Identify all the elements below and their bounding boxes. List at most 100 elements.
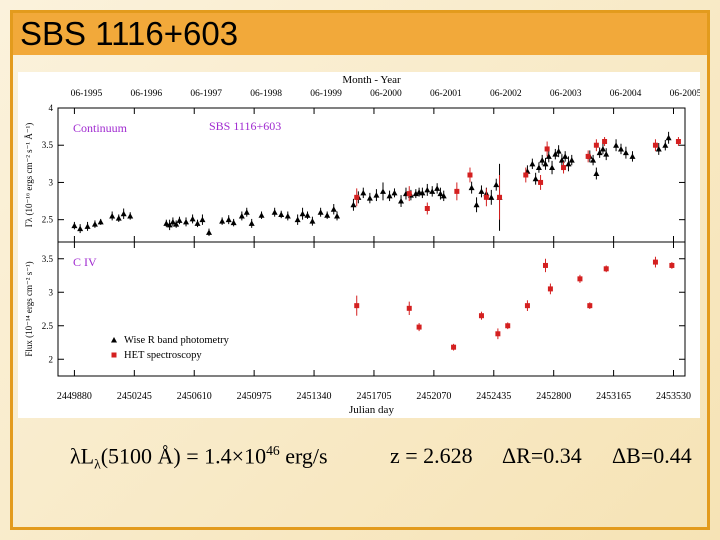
- data-point-photometry: [488, 194, 495, 200]
- data-point-spectroscopy: [505, 323, 511, 329]
- redshift-label: z = 2.628: [390, 443, 473, 468]
- data-point-photometry: [613, 142, 620, 148]
- legend-marker-photometry: [111, 337, 117, 343]
- y-axis-label: Flux (10⁻¹⁴ ergs cm⁻² s⁻¹): [24, 261, 34, 356]
- data-point-photometry: [593, 170, 600, 177]
- data-point-photometry: [665, 134, 672, 141]
- data-point-spectroscopy: [497, 194, 503, 200]
- data-point-photometry: [562, 153, 569, 159]
- data-point-photometry: [529, 160, 536, 167]
- top-axis-tick-label: 06-1999: [310, 89, 342, 99]
- top-axis-tick-label: 06-2003: [550, 89, 582, 99]
- data-point-photometry: [429, 188, 436, 194]
- data-point-spectroscopy: [424, 206, 430, 211]
- data-point-photometry: [278, 211, 285, 217]
- data-point-photometry: [493, 181, 500, 188]
- panel-frame: [57, 241, 686, 377]
- data-point-photometry: [350, 201, 357, 208]
- y-tick-label: 3: [49, 287, 54, 297]
- data-point-photometry: [617, 145, 624, 152]
- slide-title: SBS 1116+603: [20, 15, 239, 52]
- data-point-photometry: [549, 164, 556, 171]
- top-axis-title: Month - Year: [342, 74, 401, 86]
- lum-subscript: λ: [94, 456, 101, 472]
- data-point-photometry: [166, 221, 173, 228]
- data-point-photometry: [238, 212, 245, 219]
- data-point-spectroscopy: [669, 262, 675, 268]
- data-point-photometry: [219, 218, 226, 224]
- top-axis-tick-label: 06-2002: [490, 89, 522, 99]
- data-point-spectroscopy: [675, 139, 681, 144]
- data-point-spectroscopy: [451, 344, 457, 350]
- data-point-photometry: [317, 209, 324, 215]
- panel-frame: [57, 107, 686, 243]
- data-point-spectroscopy: [652, 142, 658, 148]
- data-point-photometry: [271, 209, 278, 215]
- data-point-photometry: [373, 192, 380, 198]
- x-tick-label: 2453530: [656, 391, 691, 402]
- data-point-spectroscopy: [585, 153, 591, 159]
- data-point-photometry: [199, 216, 206, 223]
- data-point-photometry: [230, 219, 237, 226]
- data-point-spectroscopy: [587, 303, 593, 309]
- chart-svg: 2.5 3 3.5 4 Γλ (10⁻¹⁶ ergs cm⁻² s⁻¹ Å⁻¹) Cont…: [24, 74, 702, 416]
- data-point-photometry: [330, 206, 337, 212]
- data-point-spectroscopy: [354, 303, 360, 309]
- data-point-photometry: [590, 157, 597, 163]
- data-point-spectroscopy: [603, 266, 609, 272]
- top-axis-tick-label: 06-1997: [190, 89, 222, 99]
- data-point-photometry: [189, 215, 196, 222]
- data-point-photometry: [115, 215, 122, 221]
- top-axis-tick-label: 06-2004: [610, 89, 642, 99]
- x-axis-label: Julian day: [349, 404, 394, 416]
- data-point-spectroscopy: [467, 172, 473, 178]
- data-point-photometry: [532, 175, 539, 182]
- top-axis-tick-label: 06-2005: [670, 89, 700, 99]
- data-point-photometry: [398, 198, 405, 204]
- x-tick-label: 2449880: [57, 391, 92, 402]
- data-point-spectroscopy: [524, 303, 530, 309]
- x-tick-label: 2450975: [237, 391, 272, 402]
- data-point-spectroscopy: [454, 188, 460, 194]
- data-point-photometry: [91, 221, 98, 227]
- data-point-photometry: [412, 190, 419, 197]
- data-point-photometry: [243, 209, 250, 215]
- data-point-photometry: [535, 164, 542, 171]
- data-point-spectroscopy: [478, 313, 484, 319]
- data-point-photometry: [206, 229, 213, 235]
- data-point-photometry: [84, 223, 91, 229]
- data-point-photometry: [478, 188, 485, 194]
- data-point-spectroscopy: [577, 276, 583, 282]
- x-tick-label: 2450610: [177, 391, 212, 402]
- data-point-photometry: [599, 145, 606, 152]
- data-point-photometry: [294, 216, 301, 223]
- data-point-photometry: [662, 142, 669, 148]
- data-point-photometry: [258, 212, 265, 218]
- data-point-photometry: [424, 186, 431, 193]
- data-point-photometry: [568, 157, 575, 163]
- data-point-photometry: [565, 160, 572, 167]
- data-point-photometry: [655, 145, 662, 152]
- top-axis-tick-label: 06-1996: [130, 89, 162, 99]
- x-tick-label: 2451705: [356, 391, 391, 402]
- data-point-spectroscopy: [483, 194, 489, 200]
- slide-frame: [10, 10, 710, 530]
- top-axis-tick-label: 06-2000: [370, 89, 402, 99]
- data-point-spectroscopy: [406, 191, 412, 197]
- data-point-photometry: [542, 160, 549, 167]
- title-bar: [13, 13, 707, 55]
- data-point-photometry: [71, 222, 78, 229]
- top-axis-tick-label: 06-2001: [430, 89, 462, 99]
- legend-label-photometry: Wise R band photometry: [124, 335, 230, 346]
- data-point-photometry: [629, 153, 636, 159]
- data-point-photometry: [468, 184, 475, 191]
- x-tick-label: 2451340: [297, 391, 332, 402]
- legend-label-spectroscopy: HET spectroscopy: [124, 350, 202, 361]
- data-point-photometry: [324, 212, 331, 218]
- data-point-photometry: [284, 212, 291, 219]
- data-point-photometry: [194, 220, 201, 226]
- data-point-photometry: [473, 201, 480, 208]
- lum-unit: erg/s: [279, 443, 328, 469]
- data-point-photometry: [360, 189, 367, 196]
- data-point-photometry: [309, 218, 316, 224]
